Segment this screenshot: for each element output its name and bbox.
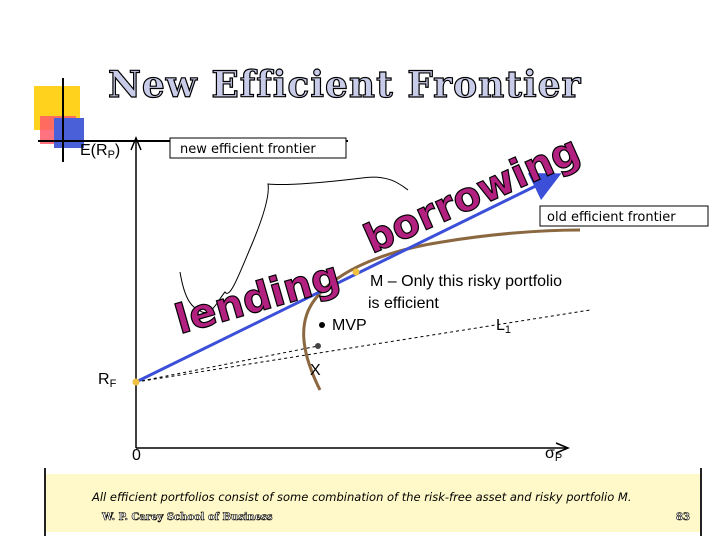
new-frontier-label-box xyxy=(169,137,347,159)
footer-right-bar xyxy=(700,468,702,536)
decor-vertical-line xyxy=(62,78,64,162)
new-frontier-label: new efficient frontier xyxy=(180,142,316,157)
brace xyxy=(179,176,409,314)
y-axis-label: E(RP) xyxy=(80,142,120,161)
footer-left-bar xyxy=(44,468,46,536)
decor-blue-square xyxy=(54,118,84,148)
slide-title: New Efficient Frontier xyxy=(107,63,582,106)
mvp-label: MVP xyxy=(332,317,367,334)
y-axis-arrow-icon xyxy=(130,136,142,151)
m-label-line2: is efficient xyxy=(368,295,439,312)
x-point xyxy=(315,343,321,349)
dashed-line-rf-x xyxy=(135,345,319,383)
old-efficient-frontier-curve xyxy=(302,228,581,391)
rf-label: RF xyxy=(98,371,117,390)
old-frontier-label: old efficient frontier xyxy=(547,210,676,225)
rf-point xyxy=(132,378,140,386)
dashed-line-l1 xyxy=(135,309,591,383)
m-point xyxy=(352,268,360,276)
l1-label: L1 xyxy=(496,317,511,336)
school-name: W. P. Carey School of Business xyxy=(102,512,273,524)
page-number: 83 xyxy=(676,512,691,524)
lending-word: lending xyxy=(170,253,345,344)
new-efficient-frontier-line xyxy=(135,173,562,384)
footer-box xyxy=(44,474,702,532)
x-axis-arrow-icon xyxy=(555,442,570,454)
footer-text: All efficient portfolios consist of some… xyxy=(92,490,632,504)
old-frontier-label-box xyxy=(539,205,709,227)
x-label: X xyxy=(310,362,321,379)
borrowing-word: borrowing xyxy=(357,127,587,263)
mvp-point xyxy=(319,322,325,328)
origin-label: 0 xyxy=(132,447,141,464)
m-label-line1: M – Only this risky portfolio xyxy=(370,273,562,290)
x-axis-label: σP xyxy=(545,445,562,464)
